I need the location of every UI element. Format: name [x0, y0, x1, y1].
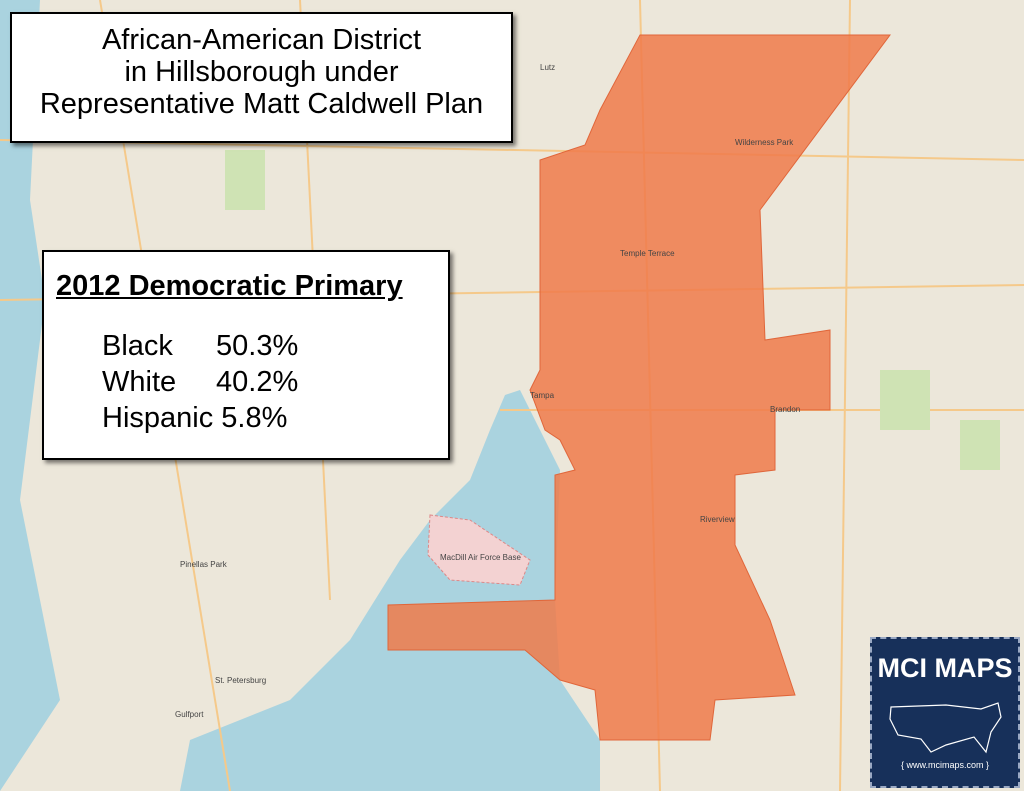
share: 50.3% [216, 330, 299, 362]
stats-row: Black 50.3% [102, 330, 298, 363]
group: Hispanic [102, 402, 214, 434]
title-line: in Hillsborough under [124, 56, 399, 88]
stats-row: Hispanic 5.8% [102, 402, 287, 435]
us-outline [889, 702, 1002, 754]
title-box: African-American District in Hillsboroug… [10, 12, 513, 143]
air-force-base [427, 514, 531, 586]
gulf-water [0, 0, 60, 791]
group: Black [102, 330, 173, 362]
logo-name: MCI MAPS [877, 653, 1013, 683]
stats-heading: 2012 Democratic Primary [56, 270, 403, 302]
stats-row: White 40.2% [102, 366, 298, 399]
group: White [102, 366, 177, 398]
place-label: Temple Terrace [620, 249, 675, 258]
place-label: Pinellas Park [180, 560, 228, 569]
place-label: MacDill Air Force Base [440, 553, 521, 562]
parks [225, 150, 1000, 470]
tampa-bay [180, 390, 600, 791]
district [387, 34, 891, 741]
place-label: Gulfport [175, 710, 204, 719]
logo-url: { www.mcimaps.com } [900, 760, 990, 770]
place-label: Tampa [530, 391, 555, 400]
title-line: Representative Matt Caldwell Plan [39, 88, 484, 120]
place-label: Riverview [700, 515, 735, 524]
place-label: St. Petersburg [215, 676, 266, 685]
place-label: Wilderness Park [735, 138, 794, 147]
title-line: African-American District [101, 24, 422, 56]
place-label: Lutz [540, 63, 555, 72]
stats-box: 2012 Democratic Primary Black 50.3% White… [42, 250, 450, 460]
logo: MCI MAPS { www.mcimaps.com } [870, 637, 1020, 788]
place-label: Brandon [770, 405, 800, 414]
share: 40.2% [216, 366, 299, 398]
share: 5.8% [221, 402, 288, 434]
